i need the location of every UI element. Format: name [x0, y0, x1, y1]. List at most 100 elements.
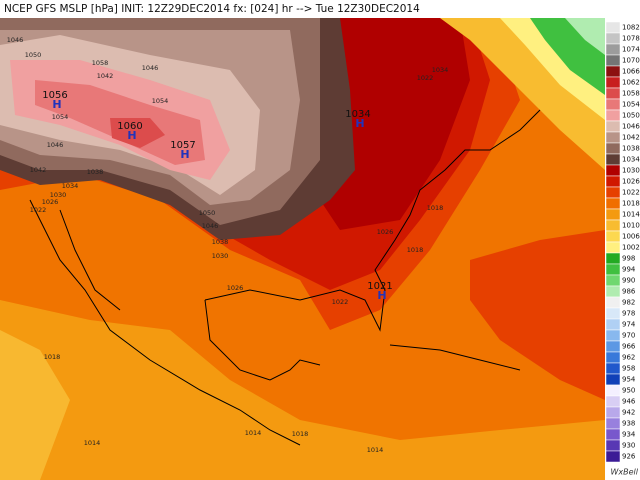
colorbar-label: 934	[622, 431, 636, 439]
colorbar-swatch	[605, 340, 621, 353]
high-value: 1057	[170, 140, 195, 151]
contour-label: 1026	[227, 284, 244, 292]
field-1058	[110, 118, 165, 148]
colorbar-label: 1034	[622, 156, 640, 164]
contour-label: 1022	[417, 74, 434, 82]
contour-label: 1014	[84, 439, 101, 447]
field-1022-atlantic	[470, 230, 605, 400]
contour-label: 1042	[30, 166, 47, 174]
colorbar-label: 1018	[622, 200, 640, 208]
colorbar-swatch	[605, 153, 621, 166]
gulf-atlantic-coast	[204, 109, 541, 332]
colorbar-swatch	[605, 120, 621, 133]
high-value: 1060	[117, 121, 142, 132]
colorbar-label: 982	[622, 299, 635, 307]
pacific-coast	[29, 199, 301, 446]
colorbar-swatch	[605, 186, 621, 199]
colorbar-swatch	[605, 175, 621, 188]
high-symbol: H	[127, 129, 136, 142]
contour-label: 1026	[42, 198, 59, 206]
colorbar-label: 1046	[622, 123, 640, 131]
colorbar-label: 1050	[622, 112, 640, 120]
contour-label: 1014	[367, 446, 384, 454]
contour-label: 1046	[142, 64, 159, 72]
colorbar-label: 998	[622, 255, 635, 263]
colorbar-label: 1066	[622, 68, 640, 76]
contour-label: 1046	[7, 36, 24, 44]
colorbar-label: 990	[622, 277, 635, 285]
colorbar-swatch	[605, 230, 621, 243]
colorbar-label: 930	[622, 442, 635, 450]
colorbar-label: 1014	[622, 211, 640, 219]
colorbar-swatch	[605, 219, 621, 232]
high-symbol: H	[355, 117, 364, 130]
colorbar-swatch	[605, 142, 621, 155]
coastlines	[29, 109, 541, 446]
high-symbol: H	[180, 148, 189, 161]
map-title: NCEP GFS MSLP [hPa] INIT: 12Z29DEC2014 f…	[4, 3, 420, 15]
contour-label: 1030	[212, 252, 229, 260]
contour-label: 1014	[245, 429, 262, 437]
colorbar-label: 994	[622, 266, 636, 274]
colorbar-swatch	[605, 43, 621, 56]
baja	[59, 209, 121, 311]
contour-label: 1018	[407, 246, 424, 254]
colorbar-swatch	[605, 307, 621, 320]
contour-label: 1050	[25, 51, 42, 59]
colorbar-label: 958	[622, 365, 635, 373]
high-symbol: H	[377, 289, 386, 302]
colorbar-swatch	[605, 109, 621, 122]
colorbar-swatch	[605, 285, 621, 298]
contour-label: 1034	[62, 182, 79, 190]
contour-label: 1022	[30, 206, 47, 214]
colorbar-swatch	[605, 241, 621, 254]
colorbar-label: 954	[622, 376, 636, 384]
colorbar-label: 1010	[622, 222, 640, 230]
colorbar-swatch	[605, 318, 621, 331]
colorbar-swatch	[605, 263, 621, 276]
colorbar-swatch	[605, 131, 621, 144]
caribbean	[389, 344, 521, 371]
contour-label: 1038	[87, 168, 104, 176]
colorbar-swatch	[605, 439, 621, 452]
contour-label: 1046	[47, 141, 64, 149]
colorbar-label: 966	[622, 343, 636, 351]
credit: WxBell	[611, 468, 639, 477]
colorbar-swatch	[605, 65, 621, 78]
map-labels: 1056H1060H1057H1034H1021H104610501058104…	[7, 36, 449, 454]
mexico-gulf	[204, 299, 321, 381]
high-symbol: H	[52, 98, 61, 111]
field-1010	[0, 330, 70, 480]
contour-label: 1042	[97, 72, 114, 80]
colorbar-swatch	[605, 21, 621, 34]
high-value: 1056	[42, 90, 67, 101]
colorbar-label: 1062	[622, 79, 640, 87]
colorbar-label: 1030	[622, 167, 640, 175]
field-1014	[0, 300, 605, 480]
colorbar-swatch	[605, 32, 621, 45]
colorbar-swatch	[605, 54, 621, 67]
colorbar-swatch	[605, 428, 621, 441]
colorbar-swatch	[605, 329, 621, 342]
contour-label: 1046	[202, 222, 219, 230]
colorbar-label: 938	[622, 420, 635, 428]
colorbar-label: 926	[622, 453, 636, 461]
colorbar-label: 1074	[622, 46, 640, 54]
contour-label: 1034	[432, 66, 449, 74]
colorbar-label: 1026	[622, 178, 640, 186]
contour-label: 1030	[50, 191, 67, 199]
colorbar-label: 1042	[622, 134, 640, 142]
colorbar-swatch	[605, 164, 621, 177]
colorbar-label: 1054	[622, 101, 640, 109]
colorbar-swatch	[605, 395, 621, 408]
colorbar-label: 1070	[622, 57, 640, 65]
colorbar: 1082 1078 1074 1070 1066 1062 1058 1054 1050 1046…	[605, 21, 640, 463]
colorbar-swatch	[605, 373, 621, 386]
colorbar-swatch	[605, 208, 621, 221]
colorbar-swatch	[605, 406, 621, 419]
colorbar-label: 962	[622, 354, 635, 362]
colorbar-label: 986	[622, 288, 636, 296]
high-value: 1021	[367, 281, 392, 292]
colorbar-label: 970	[622, 332, 635, 340]
